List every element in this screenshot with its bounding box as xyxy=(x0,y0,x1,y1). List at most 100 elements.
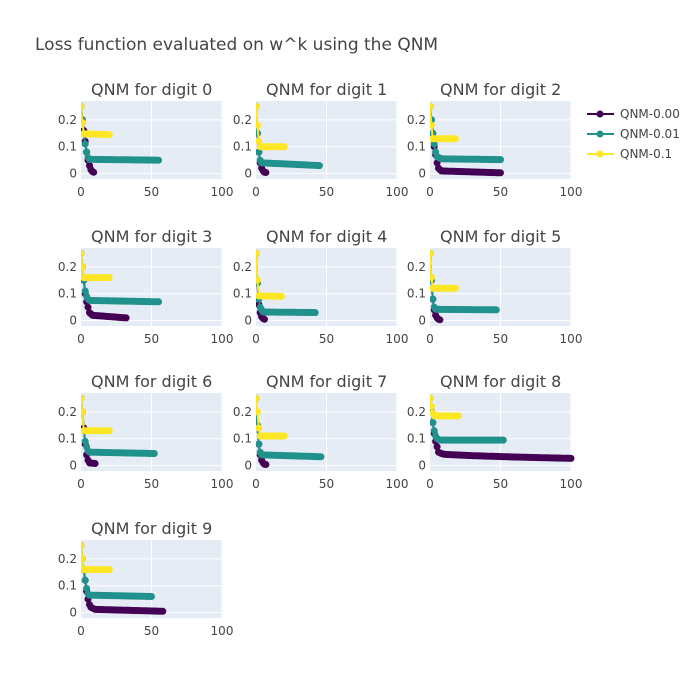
legend-label: QNM-0.01 xyxy=(620,127,680,141)
x-tick-label: 50 xyxy=(144,624,159,638)
subplot-title: QNM for digit 9 xyxy=(91,519,212,538)
data-point xyxy=(159,607,167,615)
data-point xyxy=(256,148,263,156)
legend-marker-icon xyxy=(596,130,604,138)
data-point xyxy=(83,584,91,592)
data-point xyxy=(81,140,89,148)
x-tick-label: 100 xyxy=(211,624,234,638)
data-point xyxy=(436,316,444,324)
data-point xyxy=(256,137,263,145)
data-point xyxy=(451,284,459,292)
series-QNM-0.1[interactable] xyxy=(78,102,113,139)
series-QNM-0.1[interactable] xyxy=(253,102,288,151)
subplot-digit-1: QNM for digit 1 0 50 100 0 0.1 0.2 xyxy=(233,80,409,199)
x-tick-label: 0 xyxy=(426,332,434,346)
data-point xyxy=(122,314,130,322)
x-tick-label: 0 xyxy=(252,332,260,346)
subplot-digit-9: QNM for digit 9 0 50 100 0 0.1 0.2 xyxy=(58,519,234,638)
data-point xyxy=(105,274,113,282)
data-point xyxy=(317,453,325,461)
data-point xyxy=(311,309,319,317)
y-tick-label: 0.1 xyxy=(407,432,426,446)
data-point xyxy=(155,298,163,306)
data-point xyxy=(83,148,91,156)
subplot-title: QNM for digit 5 xyxy=(440,227,561,246)
series-QNM-0.1[interactable] xyxy=(427,394,462,420)
x-tick-label: 0 xyxy=(252,477,260,491)
data-point xyxy=(81,437,89,445)
series-QNM-0.01[interactable] xyxy=(427,102,505,164)
y-tick-label: 0.2 xyxy=(58,113,77,127)
series-QNM-0.1[interactable] xyxy=(253,394,288,440)
data-point xyxy=(148,593,155,600)
data-point xyxy=(84,303,92,311)
y-tick-label: 0 xyxy=(69,459,77,473)
series-group xyxy=(78,541,167,615)
x-tick-label: 100 xyxy=(386,332,409,346)
x-tick-label: 100 xyxy=(211,185,234,199)
y-tick-label: 0 xyxy=(418,314,426,328)
data-point xyxy=(430,394,434,402)
legend-item-QNM-0.1[interactable]: QNM-0.1 xyxy=(587,147,672,161)
data-point xyxy=(105,566,113,574)
series-QNM-0.1[interactable] xyxy=(78,249,113,282)
series-QNM-0.01[interactable] xyxy=(427,394,507,444)
x-tick-label: 100 xyxy=(211,477,234,491)
y-tick-label: 0 xyxy=(244,314,252,328)
series-QNM-0.01[interactable] xyxy=(427,249,500,314)
data-point xyxy=(105,427,113,435)
legend-item-QNM-0.00[interactable]: QNM-0.00 xyxy=(587,107,680,121)
data-point xyxy=(150,450,158,457)
series-QNM-0.01[interactable] xyxy=(253,394,325,461)
x-tick-label: 0 xyxy=(426,185,434,199)
y-tick-label: 0 xyxy=(69,606,77,620)
subplot-title: QNM for digit 6 xyxy=(91,372,212,391)
data-point xyxy=(430,140,438,148)
y-tick-label: 0.1 xyxy=(233,140,252,154)
data-point xyxy=(497,156,504,164)
subplot-title: QNM for digit 4 xyxy=(266,227,387,246)
series-QNM-0.01[interactable] xyxy=(253,102,323,170)
subplot-digit-4: QNM for digit 4 0 50 100 0 0.1 0.2 xyxy=(233,227,409,346)
x-tick-label: 50 xyxy=(319,477,334,491)
series-QNM-0.1[interactable] xyxy=(253,249,285,300)
series-QNM-0.1[interactable] xyxy=(427,102,459,143)
legend-item-QNM-0.01[interactable]: QNM-0.01 xyxy=(587,127,680,141)
subplot-title: QNM for digit 7 xyxy=(266,372,387,391)
subplot-digit-6: QNM for digit 6 0 50 100 0 0.1 0.2 xyxy=(58,372,234,491)
legend-label: QNM-0.1 xyxy=(620,147,672,161)
data-point xyxy=(262,461,270,468)
data-point xyxy=(256,440,263,448)
x-tick-label: 50 xyxy=(493,185,508,199)
x-tick-label: 100 xyxy=(386,185,409,199)
y-tick-label: 0.2 xyxy=(407,113,426,127)
series-QNM-0.1[interactable] xyxy=(78,394,113,435)
data-point xyxy=(90,168,98,176)
y-tick-label: 0 xyxy=(244,167,252,181)
x-tick-label: 50 xyxy=(319,332,334,346)
y-tick-label: 0.2 xyxy=(58,260,77,274)
data-point xyxy=(499,436,507,444)
legend[interactable]: QNM-0.00 QNM-0.01 QNM-0.1 xyxy=(587,107,680,161)
y-tick-label: 0.2 xyxy=(233,113,252,127)
series-QNM-0.1[interactable] xyxy=(427,249,459,292)
x-tick-label: 100 xyxy=(560,332,583,346)
data-point xyxy=(454,412,462,420)
data-point xyxy=(81,408,86,416)
series-group xyxy=(253,102,323,176)
y-tick-label: 0.1 xyxy=(407,287,426,301)
data-point xyxy=(262,169,270,176)
chart-title: Loss function evaluated on w^k using the… xyxy=(35,35,438,55)
x-tick-label: 50 xyxy=(144,332,159,346)
series-group xyxy=(253,394,325,468)
series-QNM-0.01[interactable] xyxy=(78,102,163,164)
y-tick-label: 0 xyxy=(418,459,426,473)
legend-marker-icon xyxy=(596,110,604,118)
data-point xyxy=(280,432,288,440)
series-QNM-0.1[interactable] xyxy=(78,541,113,574)
data-point xyxy=(430,402,435,410)
data-point xyxy=(81,555,86,563)
subplot-title: QNM for digit 2 xyxy=(440,80,561,99)
series-QNM-0.01[interactable] xyxy=(253,249,319,317)
